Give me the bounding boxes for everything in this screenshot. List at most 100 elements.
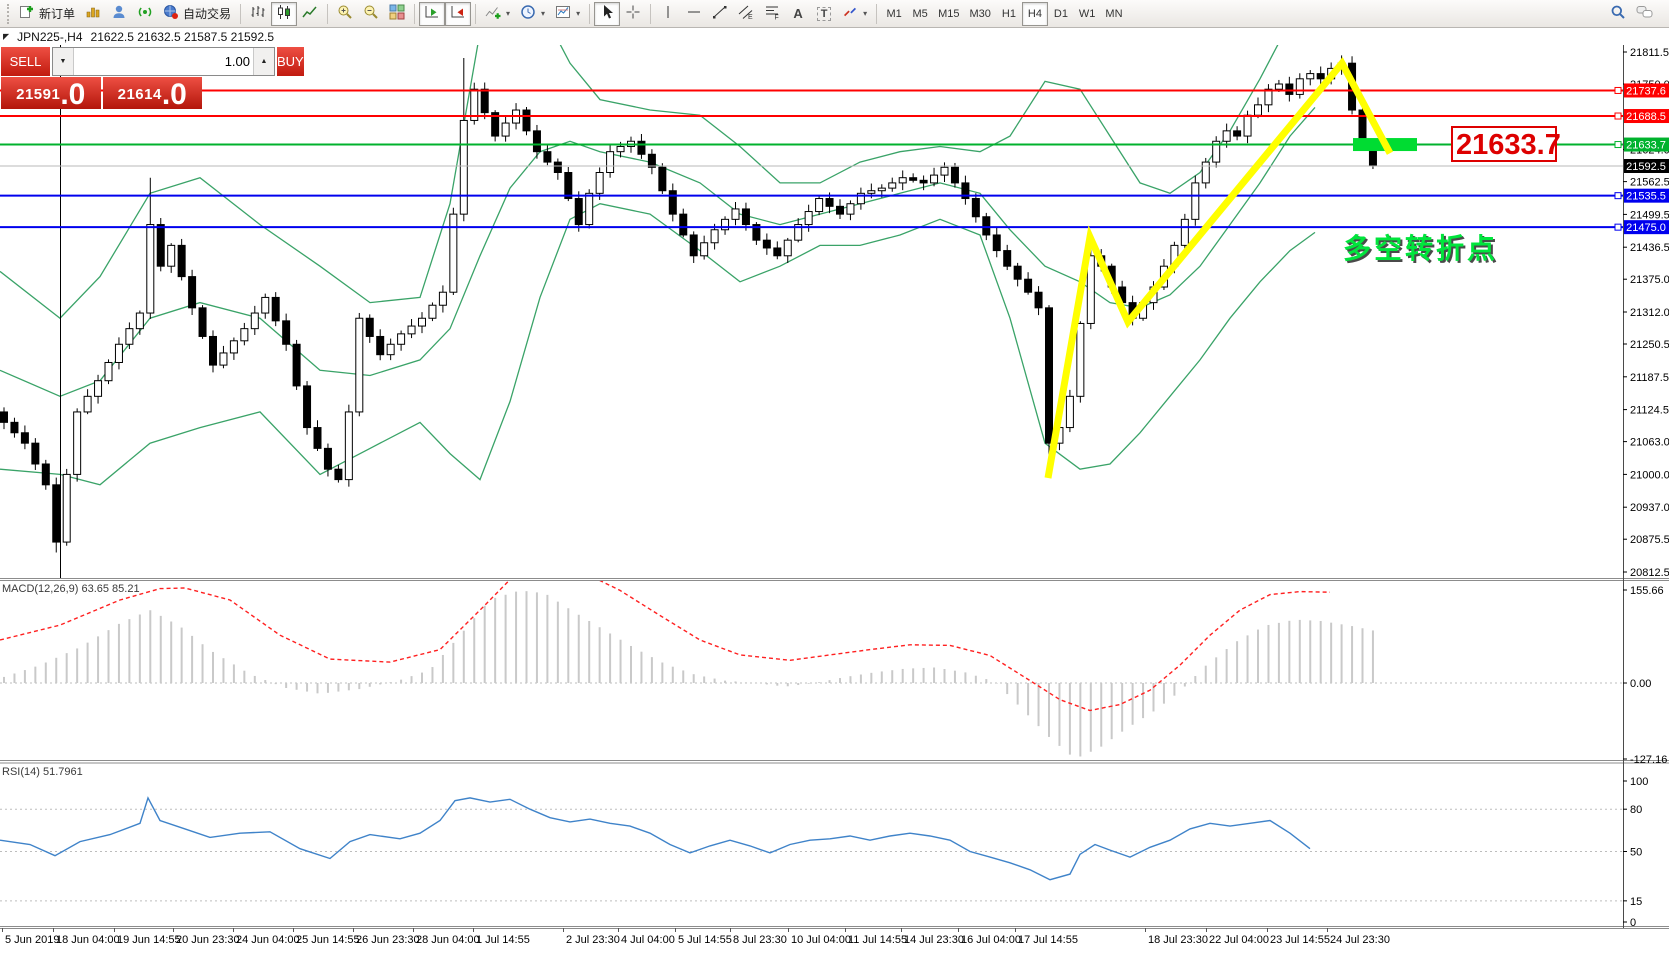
new-order-button[interactable]: 新订单 [14, 2, 80, 26]
candle [1254, 104, 1262, 116]
label-icon: T [816, 6, 832, 21]
market-watch-button[interactable] [80, 2, 106, 26]
toolbar-separator [327, 3, 329, 24]
periods-button[interactable]: ▾ [515, 2, 550, 26]
candle [156, 224, 165, 267]
candle [909, 177, 918, 181]
volume-decrease-button[interactable]: ▼ [53, 48, 74, 75]
volume-increase-button[interactable]: ▲ [253, 48, 274, 75]
candle [606, 151, 615, 174]
candle [397, 333, 406, 345]
tab-timeframe-w1[interactable]: W1 [1074, 2, 1101, 26]
candlestick-chart-button[interactable] [271, 1, 298, 26]
candle [961, 182, 970, 200]
tile-windows-button[interactable] [384, 2, 410, 26]
candle [1013, 265, 1022, 280]
vertical-line-button[interactable] [655, 2, 681, 26]
indicators-button[interactable]: ▾ [480, 2, 515, 26]
candle [825, 198, 834, 207]
zoom-out-button[interactable] [358, 2, 384, 26]
cursor-button[interactable] [594, 1, 621, 26]
price-axis: 21811.521750.021624.021562.521499.521436… [1614, 47, 1669, 929]
tab-timeframe-m5[interactable]: M5 [907, 2, 933, 26]
candle [209, 335, 217, 366]
candle [564, 172, 573, 200]
panel-collapse-icon[interactable]: ◤ [3, 32, 10, 41]
sell-price-display[interactable]: 21591 .0 [1, 77, 101, 110]
time-tick-label: 26 Jun 23:30 [356, 934, 420, 946]
chevron-down-icon: ▾ [863, 9, 868, 18]
price-callout-box[interactable] [1451, 126, 1557, 162]
zoom-in-button[interactable] [332, 2, 358, 26]
candle [167, 244, 176, 267]
sell-button[interactable]: SELL [1, 47, 50, 76]
price-callout-text: 21633.7 [1456, 129, 1561, 161]
crosshair-button[interactable] [620, 2, 646, 26]
candle [94, 380, 103, 397]
hline-anchor[interactable] [1614, 86, 1622, 94]
fibonacci-button[interactable]: F [759, 2, 785, 26]
bar-chart-button[interactable] [245, 2, 271, 26]
hline-anchor[interactable] [1614, 141, 1622, 149]
candle [20, 432, 29, 444]
candle [125, 328, 134, 345]
zigzag-trendline[interactable] [1044, 56, 1394, 479]
auto-trading-label: 自动交易 [183, 7, 232, 21]
auto-scroll-button[interactable] [419, 1, 446, 26]
label-tool-button[interactable]: T [811, 2, 837, 26]
tab-timeframe-mn[interactable]: MN [1100, 2, 1127, 26]
bollinger-upper [0, 45, 1279, 320]
candle [501, 122, 510, 137]
candle [438, 291, 447, 306]
trendline-button[interactable] [707, 2, 733, 26]
chart-shift-button[interactable] [445, 1, 472, 26]
price-badge-label: 21475.0 [1626, 222, 1666, 234]
annotation-shadow: 多空转折点 [1345, 234, 1500, 266]
candle [250, 312, 259, 330]
candle [804, 211, 813, 226]
macd-tick-label: 0.00 [1630, 678, 1651, 690]
chat-button[interactable] [1631, 2, 1659, 26]
tab-timeframe-m30[interactable]: M30 [965, 2, 996, 26]
horizontal-lines[interactable] [0, 89, 1623, 229]
text-tool-button[interactable]: A [785, 2, 811, 26]
hline-anchor[interactable] [1614, 192, 1622, 200]
tab-timeframe-h1[interactable]: H1 [996, 2, 1022, 26]
candle [470, 88, 479, 121]
candle [1045, 307, 1053, 444]
equidistant-channel-icon: E [738, 4, 754, 23]
equidistant-channel-button[interactable]: E [733, 2, 759, 26]
template-icon [555, 4, 571, 23]
candle [846, 203, 855, 215]
turning-point-annotation[interactable]: 多空转折点 [1343, 232, 1498, 264]
toolbar-separator [650, 3, 652, 24]
tab-timeframe-m15[interactable]: M15 [933, 2, 964, 26]
volume-input[interactable] [74, 48, 253, 75]
tab-timeframe-h4[interactable]: H4 [1021, 1, 1048, 26]
signals-button[interactable] [132, 2, 158, 26]
candle [836, 205, 844, 215]
tab-timeframe-m1[interactable]: M1 [881, 2, 907, 26]
candles [0, 55, 1377, 553]
rsi-tick-label: 80 [1630, 804, 1642, 816]
toolbar-separator [240, 3, 242, 24]
buy-button[interactable]: BUY [277, 47, 304, 76]
search-button[interactable] [1605, 2, 1631, 26]
candle [135, 312, 144, 330]
horizontal-line-button[interactable] [681, 2, 707, 26]
rsi-tick-label: 50 [1630, 847, 1642, 859]
time-tick-label: 4 Jul 04:00 [621, 934, 675, 946]
templates-button[interactable]: ▾ [550, 2, 585, 26]
candle [52, 484, 61, 543]
tab-timeframe-d1[interactable]: D1 [1048, 2, 1074, 26]
buy-price-display[interactable]: 21614 .0 [102, 77, 202, 110]
line-chart-button[interactable] [297, 2, 323, 26]
auto-trading-button[interactable]: 自动交易 [158, 2, 236, 26]
arrows-button[interactable]: ▾ [837, 2, 872, 26]
candle [1233, 130, 1242, 137]
profile-button[interactable] [106, 2, 132, 26]
hline-anchor[interactable] [1614, 223, 1622, 231]
hline-anchor[interactable] [1614, 112, 1622, 120]
candle [1295, 78, 1304, 95]
